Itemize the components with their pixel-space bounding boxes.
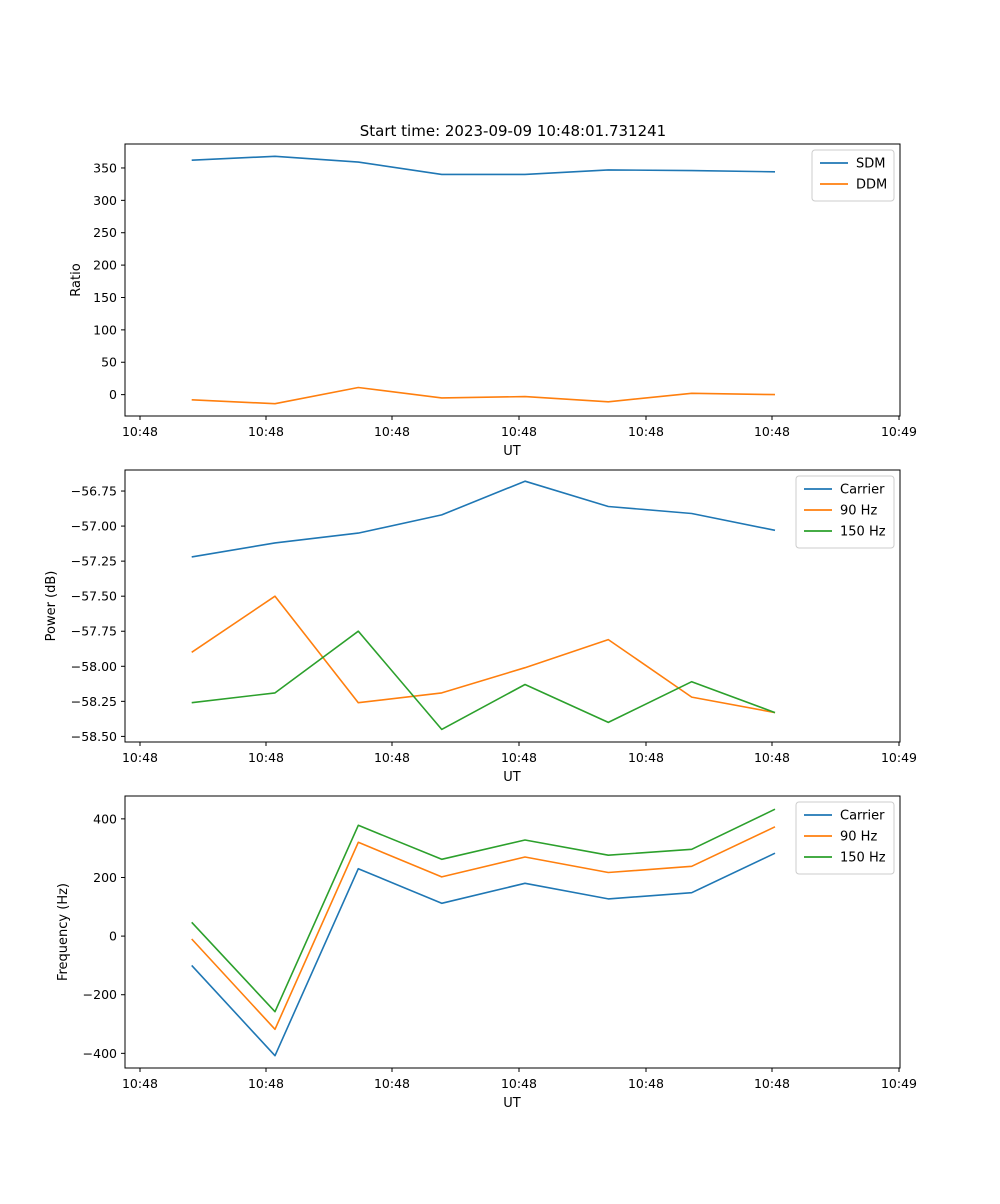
y-tick-label: 250 [93,225,117,240]
legend-label: DDM [856,178,887,193]
legend-label: 150 Hz [840,851,886,866]
axes-frame [124,795,901,1069]
series-line-150-hz [191,630,776,731]
legend-box [795,475,895,549]
x-tick-label: 10:48 [501,424,537,439]
axes-frame [124,143,901,417]
y-tick-label: −57.00 [71,519,117,534]
x-axis-label: UT [503,1096,521,1111]
x-tick-label: 10:48 [754,424,790,439]
series-line-90-hz [191,595,776,714]
series-line-carrier [191,852,776,1057]
y-tick-label: −58.25 [71,694,117,709]
legend: SDM DDM [811,149,895,202]
y-tick-label: −57.75 [71,624,117,639]
x-tick-label: 10:48 [501,1076,537,1091]
y-tick-label: −200 [83,987,117,1002]
y-tick-label: −58.50 [71,729,117,744]
x-tick-label: 10:48 [628,750,664,765]
x-tick-label: 10:48 [248,1076,284,1091]
x-tick-label: 10:48 [122,750,158,765]
legend-label: SDM [856,157,885,172]
x-tick-label: 10:48 [628,424,664,439]
legend-label: Carrier [840,483,885,498]
x-tick-label: 10:49 [881,750,917,765]
x-tick-label: 10:48 [248,424,284,439]
y-tick-label: −57.50 [71,589,117,604]
x-tick-label: 10:48 [122,1076,158,1091]
axes-frame [124,469,901,743]
y-tick-label: −400 [83,1046,117,1061]
x-tick-label: 10:48 [501,750,537,765]
x-tick-label: 10:48 [374,424,410,439]
x-tick-label: 10:49 [881,424,917,439]
y-tick-label: 0 [109,387,117,402]
plots: 0 50 100 150 200 250 300 350 10:48 10:48 10:48 10:4… [44,143,917,1111]
series-line-carrier [191,480,776,558]
y-tick-label: 300 [93,193,117,208]
y-tick-label: 150 [93,290,117,305]
y-tick-label: −58.00 [71,659,117,674]
subplot-2: −58.50 −58.25 −58.00 −57.75 −57.50 −57.25 −57.… [44,469,917,785]
x-tick-label: 10:48 [754,1076,790,1091]
x-tick-label: 10:48 [754,750,790,765]
legend-label: 150 Hz [840,525,886,540]
subplot-3: −400 −200 0 200 400 10:48 10:48 10:48 10:48 10:48… [56,795,917,1111]
y-tick-label: 350 [93,160,117,175]
x-tick-label: 10:48 [248,750,284,765]
legend-label: 90 Hz [840,504,877,519]
subplot-1: 0 50 100 150 200 250 300 350 10:48 10:48 10:48 10:4… [69,143,917,459]
x-axis-label: UT [503,770,521,785]
x-tick-label: 10:48 [628,1076,664,1091]
x-tick-label: 10:49 [881,1076,917,1091]
y-tick-label: 0 [109,929,117,944]
series-line-150-hz [191,808,776,1013]
x-axis-label: UT [503,444,521,459]
y-tick-label: 200 [93,258,117,273]
legend-box [795,801,895,875]
legend-label: 90 Hz [840,830,877,845]
y-tick-label: −56.75 [71,484,117,499]
y-tick-label: 50 [101,355,117,370]
series-line-ddm [191,386,776,405]
legend: Carrier 90 Hz 150 Hz [795,475,895,549]
y-tick-label: 200 [93,870,117,885]
x-tick-label: 10:48 [374,1076,410,1091]
y-tick-label: 400 [93,811,117,826]
y-tick-label: 100 [93,322,117,337]
y-axis-label: Ratio [69,263,84,296]
y-tick-label: −57.25 [71,554,117,569]
x-tick-label: 10:48 [374,750,410,765]
y-axis-label: Frequency (Hz) [56,883,71,981]
series-line-90-hz [191,826,776,1031]
x-tick-label: 10:48 [122,424,158,439]
legend: Carrier 90 Hz 150 Hz [795,801,895,875]
legend-label: Carrier [840,809,885,824]
figure-title: Start time: 2023-09-09 10:48:01.731241 [360,122,666,140]
y-axis-label: Power (dB) [44,571,59,642]
series-line-sdm [191,155,776,176]
